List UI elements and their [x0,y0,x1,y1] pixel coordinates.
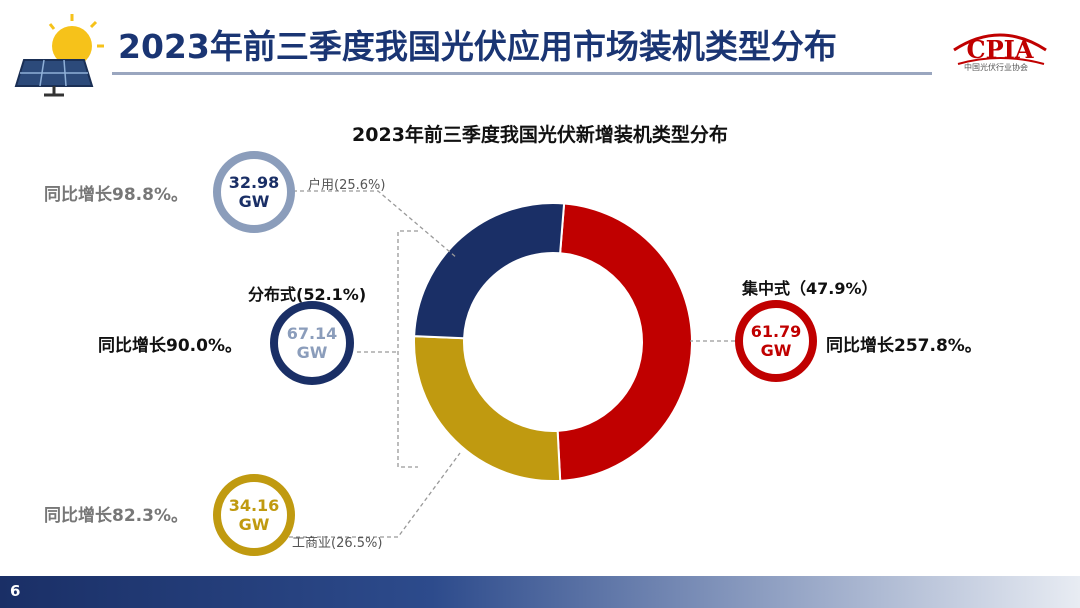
solar-panel-icon [14,14,104,97]
logo-subtext: 中国光伏行业协会 [964,63,1028,72]
leader-commercial [275,452,461,538]
ring-residential [213,151,295,233]
donut-chart [413,202,693,482]
value-commercial: 34.16 GW [228,496,280,534]
cpia-logo: CPIA [953,33,1047,65]
bracket-distributed [397,230,418,468]
page-number: 6 [10,582,21,600]
page-title: 2023年前三季度我国光伏应用市场装机类型分布 [118,27,837,66]
label-centralized: 集中式（47.9%） [742,279,878,298]
ring-distributed [270,301,354,385]
growth-centralized: 同比增长257.8%。 [826,336,982,356]
slice-centralized [556,202,693,482]
ring-commercial [213,474,295,556]
logo-text: CPIA [967,35,1034,64]
chart-title: 2023年前三季度我国光伏新增装机类型分布 [352,124,728,146]
ring-centralized [735,300,817,382]
label-commercial: 工商业(26.5%) [292,536,383,551]
label-residential: 户用(25.6%) [308,178,386,193]
growth-residential: 同比增长98.8%。 [44,185,188,205]
growth-commercial: 同比增长82.3%。 [44,506,188,526]
value-centralized: 61.79 GW [750,322,802,360]
label-distributed: 分布式(52.1%) [248,285,367,304]
leader-residential [293,190,458,259]
slice-commercial [413,335,562,482]
value-residential: 32.98 GW [228,173,280,211]
growth-distributed: 同比增长90.0%。 [98,336,242,356]
slice-residential [413,202,566,340]
title-divider [112,72,932,75]
footer-bar [0,576,1080,608]
leader-lines [275,190,735,538]
value-distributed: 67.14 GW [286,324,338,362]
